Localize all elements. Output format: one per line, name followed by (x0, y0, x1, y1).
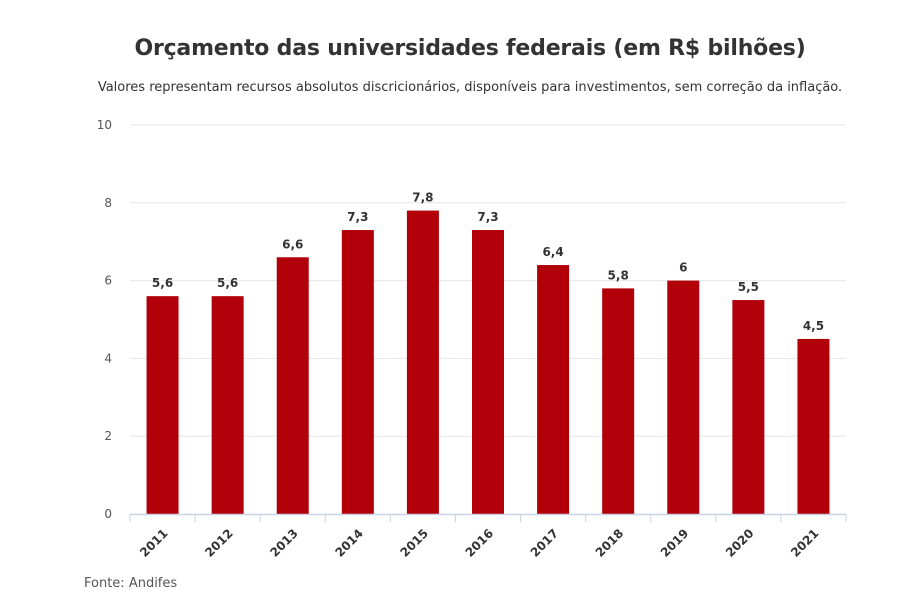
y-tick-label: 2 (104, 429, 112, 443)
x-tick-label: 2021 (788, 526, 822, 560)
bar-value-label: 6,6 (282, 237, 303, 251)
bar-value-label: 5,5 (738, 280, 759, 294)
bar-2016 (472, 230, 504, 514)
bar-value-label: 6,4 (542, 245, 563, 259)
x-tick-label: 2015 (398, 526, 432, 560)
x-tick-label: 2013 (267, 526, 301, 560)
bar-value-label: 7,3 (347, 210, 368, 224)
x-tick-label: 2017 (528, 526, 562, 560)
bar-2014 (341, 230, 374, 514)
x-axis-ticks: 2011 2012 2013 2014 2015 2016 2017 2018 2019 2020… (137, 526, 821, 560)
y-tick-label: 10 (97, 118, 112, 132)
x-tick-label: 2012 (202, 526, 236, 560)
bar-value-label: 5,6 (152, 276, 173, 290)
bar-2017 (537, 265, 570, 514)
bar-value-labels: 5,6 5,6 6,6 7,3 7,8 7,3 6,4 5,8 6 5,5 4,5 (152, 191, 824, 333)
x-tick-label: 2016 (463, 526, 497, 560)
bar-value-label: 7,3 (477, 210, 498, 224)
bar-2013 (276, 257, 309, 514)
x-tick-label: 2019 (658, 526, 692, 560)
bar-2011 (146, 296, 179, 514)
x-tick-label: 2014 (332, 526, 366, 560)
bar-2019 (667, 280, 700, 514)
source-note: Fonte: Andifes (84, 576, 178, 591)
bar-value-label: 4,5 (803, 319, 824, 333)
bar-value-label: 5,6 (217, 276, 238, 290)
chart-title: Orçamento das universidades federais (em… (134, 36, 806, 61)
y-tick-label: 4 (104, 351, 112, 365)
y-tick-label: 6 (104, 274, 112, 288)
y-axis-ticks: 0 2 4 6 8 10 (97, 118, 112, 521)
y-tick-label: 8 (104, 196, 112, 210)
x-tick-label: 2020 (723, 526, 757, 560)
bar-value-label: 5,8 (608, 268, 629, 282)
bar-2018 (602, 288, 635, 514)
bar-2020 (732, 300, 765, 514)
x-tick-label: 2018 (593, 526, 627, 560)
bar-2021 (797, 338, 830, 514)
chart-subtitle: Valores representam recursos absolutos d… (97, 80, 843, 95)
bar-2012 (211, 296, 244, 514)
y-tick-label: 0 (104, 507, 112, 521)
bars (146, 210, 830, 514)
bar-2015 (406, 210, 439, 514)
bar-value-label: 7,8 (412, 191, 433, 205)
bar-value-label: 6 (679, 261, 687, 275)
x-axis (129, 513, 847, 522)
x-tick-label: 2011 (137, 526, 171, 560)
